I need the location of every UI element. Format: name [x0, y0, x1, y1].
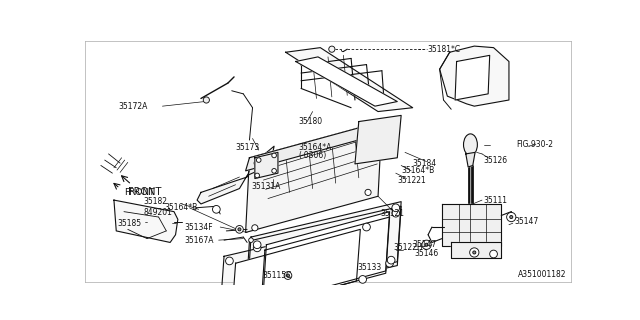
- Circle shape: [363, 223, 371, 231]
- Polygon shape: [246, 206, 401, 300]
- Circle shape: [249, 293, 257, 301]
- Circle shape: [223, 309, 230, 317]
- Circle shape: [225, 257, 234, 265]
- Text: 35181*C: 35181*C: [428, 45, 460, 54]
- Circle shape: [422, 240, 431, 249]
- Circle shape: [507, 212, 516, 222]
- Polygon shape: [466, 152, 475, 167]
- Text: FRONT: FRONT: [128, 188, 161, 197]
- Circle shape: [253, 244, 261, 252]
- Text: 35147: 35147: [515, 217, 539, 226]
- Text: 35122H: 35122H: [394, 243, 423, 252]
- Polygon shape: [355, 116, 401, 164]
- Text: 35131A: 35131A: [251, 182, 280, 191]
- Polygon shape: [440, 46, 509, 106]
- Text: 35172A: 35172A: [118, 102, 148, 111]
- Text: 35164*B: 35164*B: [164, 203, 198, 212]
- Circle shape: [204, 97, 209, 103]
- Circle shape: [236, 226, 243, 233]
- Circle shape: [329, 46, 335, 52]
- Polygon shape: [247, 202, 401, 297]
- Text: 35121: 35121: [380, 210, 404, 219]
- Circle shape: [252, 225, 258, 231]
- Circle shape: [387, 256, 395, 264]
- Text: 35182: 35182: [143, 197, 167, 206]
- Polygon shape: [114, 200, 178, 243]
- Circle shape: [249, 294, 257, 302]
- Circle shape: [490, 250, 497, 258]
- Polygon shape: [285, 48, 413, 112]
- Text: 35173: 35173: [236, 143, 260, 152]
- Text: 35147: 35147: [413, 240, 437, 249]
- Circle shape: [509, 215, 513, 219]
- Circle shape: [425, 243, 428, 246]
- Text: FRONT: FRONT: [124, 188, 154, 197]
- Polygon shape: [261, 217, 390, 306]
- Circle shape: [473, 251, 476, 254]
- Polygon shape: [255, 152, 278, 179]
- Circle shape: [212, 205, 220, 213]
- Circle shape: [392, 204, 399, 212]
- Polygon shape: [451, 243, 501, 258]
- Text: 35133: 35133: [357, 263, 381, 272]
- Circle shape: [284, 272, 292, 279]
- Circle shape: [249, 238, 253, 243]
- Circle shape: [272, 169, 276, 173]
- Text: 35185: 35185: [117, 219, 141, 228]
- Text: 351221: 351221: [397, 176, 426, 185]
- Circle shape: [272, 153, 276, 158]
- Circle shape: [392, 209, 399, 217]
- Polygon shape: [197, 146, 274, 204]
- Text: 35184: 35184: [413, 159, 437, 168]
- Text: 35111: 35111: [484, 196, 508, 204]
- Circle shape: [367, 124, 373, 131]
- Circle shape: [365, 189, 371, 196]
- Text: 35164*A: 35164*A: [299, 143, 332, 152]
- Polygon shape: [246, 122, 382, 232]
- Circle shape: [254, 160, 260, 166]
- Circle shape: [359, 276, 367, 283]
- Polygon shape: [220, 222, 372, 309]
- Polygon shape: [296, 57, 397, 106]
- Text: 35167A: 35167A: [184, 236, 214, 245]
- Circle shape: [470, 248, 479, 257]
- Circle shape: [386, 260, 394, 267]
- Polygon shape: [246, 122, 382, 171]
- Polygon shape: [455, 55, 490, 100]
- Circle shape: [287, 274, 289, 277]
- Text: 35126: 35126: [484, 156, 508, 164]
- Text: 35180: 35180: [299, 117, 323, 126]
- Text: FIG.930-2: FIG.930-2: [516, 140, 554, 149]
- Ellipse shape: [463, 134, 477, 156]
- Circle shape: [257, 158, 261, 162]
- Text: 849201: 849201: [143, 208, 172, 217]
- Text: 35115C: 35115C: [262, 271, 292, 280]
- Text: 35134F: 35134F: [184, 222, 212, 232]
- Text: A351001182: A351001182: [518, 270, 566, 279]
- Polygon shape: [232, 229, 360, 315]
- Circle shape: [255, 173, 259, 178]
- Text: (-0306): (-0306): [299, 151, 327, 160]
- Text: 35146: 35146: [414, 250, 438, 259]
- Text: 35164*B: 35164*B: [401, 166, 435, 175]
- Polygon shape: [442, 204, 501, 246]
- Circle shape: [253, 241, 261, 249]
- Polygon shape: [262, 212, 390, 304]
- Circle shape: [238, 228, 241, 231]
